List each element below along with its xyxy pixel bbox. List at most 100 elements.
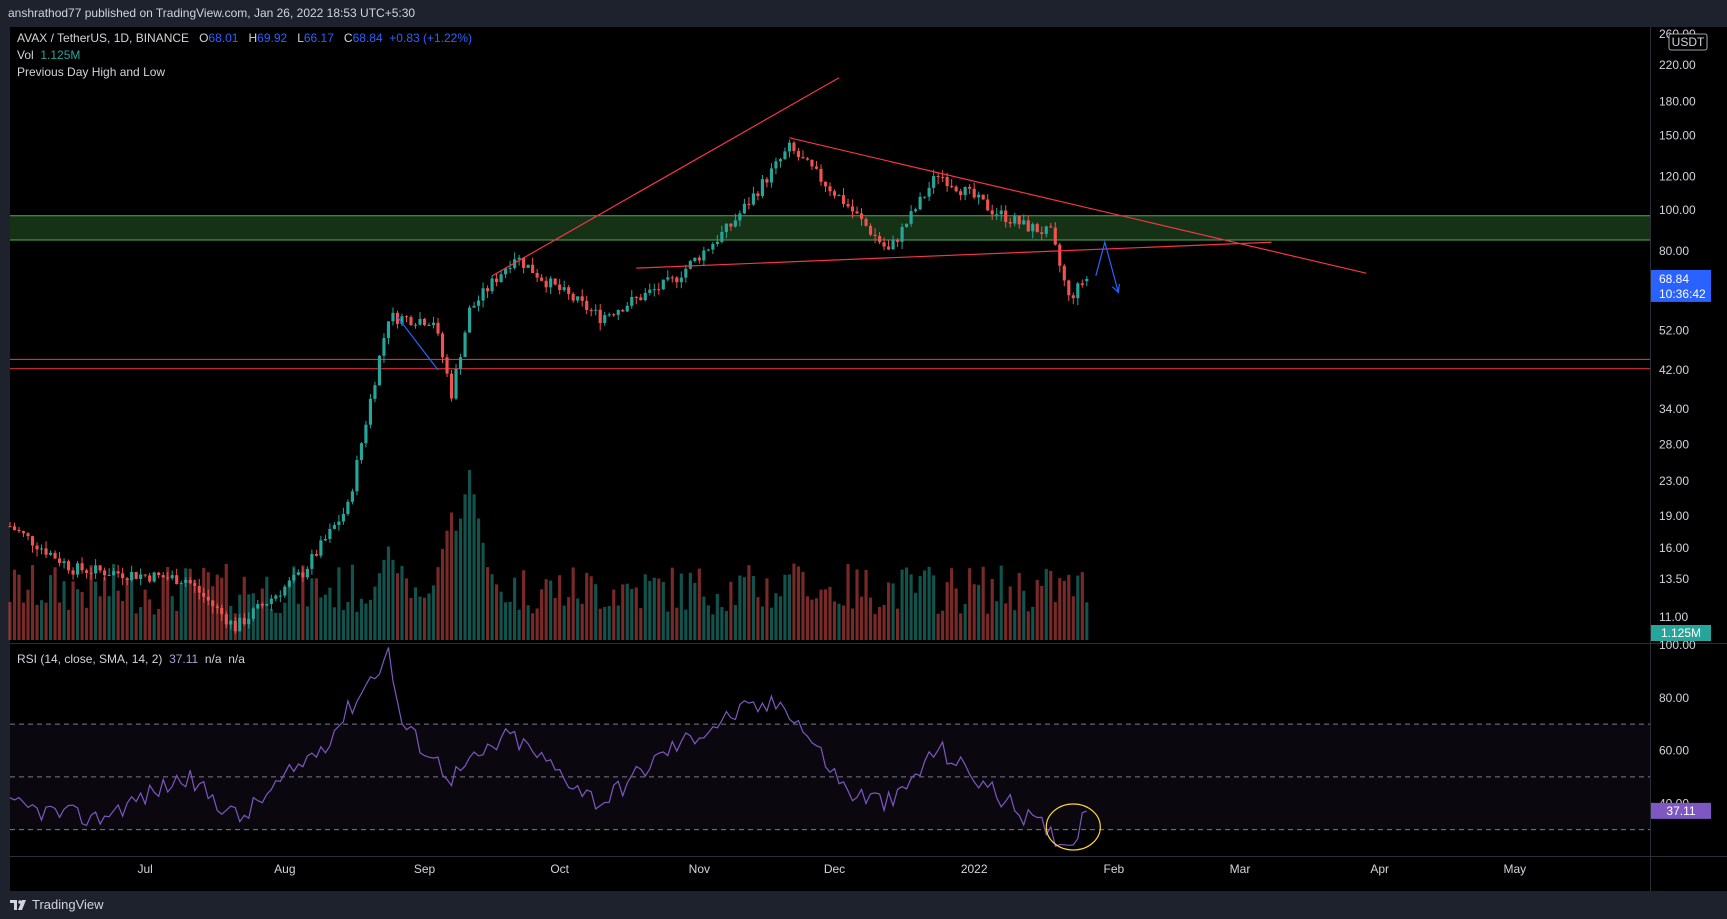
volume-bar [431, 585, 436, 640]
candle-body [787, 142, 792, 152]
candle-body [440, 333, 445, 358]
volume-bar [409, 597, 413, 640]
price-tick: 28.00 [1659, 438, 1689, 452]
price-tick: 23.00 [1659, 474, 1689, 488]
volume-bar [161, 575, 165, 640]
indicator-label[interactable]: Previous Day High and Low [17, 65, 166, 79]
volume-bar [612, 589, 616, 640]
volume-bar [576, 598, 580, 640]
price-axis-panel[interactable] [1650, 27, 1727, 891]
volume-bar [30, 565, 35, 640]
candle-body [305, 568, 309, 578]
volume-bar [823, 589, 828, 640]
candle-body [963, 186, 967, 196]
volume-bar [89, 565, 93, 640]
candle-body [116, 571, 120, 574]
volume-bar [440, 548, 445, 640]
chart-svg[interactable]: 260.00220.00180.00150.00120.00100.0080.0… [0, 0, 1727, 891]
candle-body [810, 159, 814, 167]
volume-bar [134, 613, 138, 640]
candle-body [449, 373, 454, 399]
candle-body [733, 220, 737, 227]
candle-body [143, 574, 147, 576]
volume-bar [567, 597, 571, 640]
candle-body [850, 206, 855, 212]
volume-bar [751, 576, 755, 640]
candle-body [62, 561, 66, 563]
rsi-label[interactable]: RSI (14, close, SMA, 14, 2) [17, 652, 163, 666]
rsi-value: 37.11 [169, 652, 199, 666]
candle-body [422, 318, 427, 326]
volume-label[interactable]: Vol [17, 48, 34, 62]
candle-body [499, 274, 503, 283]
candle-body [1044, 226, 1048, 234]
time-tick: Nov [689, 862, 710, 876]
candle-body [760, 179, 764, 196]
candle-body [837, 195, 841, 197]
volume-bar [373, 586, 377, 640]
candle-body [828, 186, 832, 192]
volume-bar [774, 593, 778, 640]
candle-body [1085, 278, 1089, 282]
volume-bar [1013, 610, 1017, 640]
candle-body [197, 585, 201, 593]
volume-bar [526, 605, 530, 640]
volume-bar [841, 605, 846, 640]
candle-body [44, 548, 48, 555]
candle-body [454, 369, 458, 399]
volume-bar [882, 604, 886, 640]
candle-body [877, 236, 882, 243]
candle-body [783, 151, 787, 160]
candle-body [742, 203, 746, 214]
volume-bar [130, 572, 134, 640]
volume-bar [972, 584, 976, 640]
volume-bar [197, 593, 201, 640]
candle-body [386, 321, 391, 339]
volume-bar [1062, 580, 1066, 640]
candle-body [697, 257, 701, 261]
candle-body [549, 278, 553, 288]
volume-bar [625, 583, 629, 640]
symbol-name[interactable]: AVAX / TetherUS, 1D, BINANCE [17, 31, 190, 45]
candle-body [504, 268, 508, 275]
volume-bar [756, 597, 760, 640]
candle-body [39, 548, 44, 550]
volume-bar [963, 603, 967, 640]
chart-area[interactable] [10, 27, 1650, 891]
candle-body [778, 159, 783, 162]
candle-body [391, 312, 395, 322]
candle-body [855, 211, 859, 214]
candle-body [224, 614, 228, 625]
volume-bar [301, 565, 305, 640]
candle-body [986, 199, 990, 211]
candle-body [346, 501, 350, 514]
volume-bar [941, 610, 945, 640]
volume-bar [157, 608, 161, 640]
tradingview-logo[interactable]: TradingView [10, 891, 104, 919]
candle-body [738, 213, 742, 221]
candle-body [211, 600, 215, 607]
candle-body [693, 257, 697, 262]
volume-bar [711, 614, 715, 640]
candle-body [76, 563, 80, 575]
rsi-legend[interactable]: RSI (14, close, SMA, 14, 2) 37.11 n/a n/… [17, 651, 245, 668]
volume-bar [242, 576, 246, 640]
candle-body [630, 296, 634, 306]
candle-body [918, 196, 922, 210]
candle-body [413, 324, 418, 326]
symbol-legend[interactable]: AVAX / TetherUS, 1D, BINANCE O68.01 H69.… [17, 30, 472, 81]
candle-body [206, 596, 210, 601]
volume-bar [643, 574, 647, 640]
candle-body [251, 608, 255, 619]
volume-bar [562, 605, 566, 640]
volume-bar [905, 567, 909, 640]
volume-bar [449, 512, 454, 640]
candle-body [1049, 226, 1053, 228]
volume-bar [57, 602, 62, 640]
footer-bar: TradingView [0, 891, 1727, 919]
volume-bar [323, 594, 327, 640]
candle-body [152, 572, 156, 582]
candle-body [467, 307, 472, 333]
open-value: 68.01 [208, 31, 239, 45]
candle-body [657, 289, 661, 291]
